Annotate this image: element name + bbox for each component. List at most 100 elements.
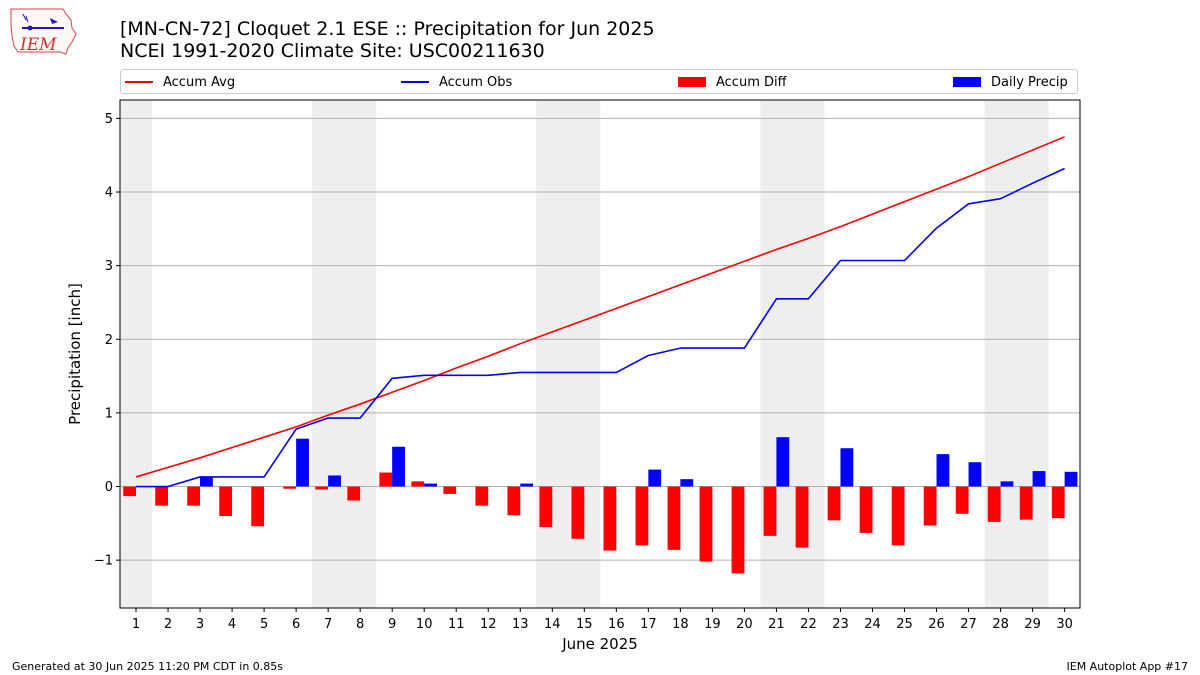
accum-diff-bar	[347, 486, 361, 501]
accum-diff-bar	[1019, 486, 1033, 520]
x-tick-label: 9	[388, 617, 396, 632]
chart-title: [MN-CN-72] Cloquet 2.1 ESE :: Precipitat…	[120, 18, 655, 40]
daily-precip-bar	[840, 448, 854, 487]
weekend-band-3	[536, 100, 601, 608]
logo-text: IEM	[19, 35, 57, 55]
daily-precip-bar	[200, 476, 213, 487]
accum-diff-bar	[123, 486, 137, 497]
y-tick-label: 0	[105, 480, 113, 495]
y-tick-label: 5	[105, 112, 113, 127]
y-tick-label: −1	[94, 554, 113, 569]
x-tick-label: 30	[1056, 617, 1073, 632]
x-tick-label: 1	[132, 617, 140, 632]
legend: Accum Avg Accum Obs Accum Diff Daily Pre…	[120, 69, 1078, 94]
x-tick-label: 12	[480, 617, 497, 632]
accum-diff-bar	[155, 486, 169, 506]
x-tick-label: 27	[960, 617, 977, 632]
accum-diff-bar	[283, 486, 297, 489]
x-tick-label: 4	[228, 617, 236, 632]
daily-precip-bar	[328, 475, 341, 487]
accum-diff-bar	[571, 486, 585, 539]
accum-diff-bar	[539, 486, 553, 528]
bars	[123, 437, 1078, 574]
daily-precip-bar	[776, 437, 790, 487]
x-tick-label: 26	[928, 617, 945, 632]
daily-precip-bar	[1032, 471, 1046, 487]
accum-diff-bar	[923, 486, 937, 526]
x-tick-label: 3	[196, 617, 204, 632]
weekend-band-1	[120, 100, 153, 608]
gridlines	[120, 117, 1080, 561]
legend-swatch-accum-diff	[678, 77, 706, 87]
daily-precip-bar	[680, 479, 694, 487]
x-tick-label: 5	[260, 617, 268, 632]
x-tick-label: 29	[1024, 617, 1041, 632]
x-tick-label: 15	[576, 617, 593, 632]
legend-item-accum-obs: Accum Obs	[401, 73, 512, 91]
weekend-shading	[120, 100, 1049, 608]
accum-diff-bar	[955, 486, 969, 514]
legend-item-accum-avg: Accum Avg	[125, 73, 235, 91]
x-tick-label: 17	[640, 617, 657, 632]
weekend-band-2	[312, 100, 377, 608]
accum-diff-bar	[443, 486, 457, 494]
daily-precip-bar	[424, 483, 438, 487]
daily-precip-bar	[648, 469, 662, 487]
legend-swatch-accum-obs	[401, 81, 429, 83]
daily-precip-bar	[1000, 481, 1014, 487]
x-tick-label: 13	[512, 617, 529, 632]
x-tick-label: 24	[864, 617, 881, 632]
daily-precip-bar	[392, 446, 405, 487]
x-tick-label: 6	[292, 617, 300, 632]
x-tick-label: 19	[704, 617, 721, 632]
daily-precip-bar	[968, 462, 982, 487]
x-tick-label: 7	[324, 617, 332, 632]
y-tick-label: 4	[105, 186, 113, 201]
legend-item-daily-precip: Daily Precip	[953, 73, 1068, 91]
x-tick-label: 25	[896, 617, 913, 632]
footer-app: IEM Autoplot App #17	[1066, 660, 1189, 673]
legend-label-accum-diff: Accum Diff	[716, 74, 787, 90]
accum-diff-bar	[699, 486, 713, 562]
weekend-band-4	[760, 100, 825, 608]
x-tick-label: 18	[672, 617, 689, 632]
daily-precip-bar	[520, 483, 534, 487]
y-tick-label: 3	[105, 259, 113, 274]
x-tick-label: 11	[448, 617, 465, 632]
y-axis-label: Precipitation [inch]	[66, 283, 84, 425]
iem-logo: IEM	[10, 8, 77, 55]
x-tick-label: 14	[544, 617, 561, 632]
legend-swatch-accum-avg	[125, 81, 153, 83]
accum-diff-bar	[603, 486, 617, 551]
x-tick-label: 21	[768, 617, 785, 632]
daily-precip-bar	[1064, 471, 1078, 487]
legend-swatch-daily-precip	[953, 77, 981, 87]
y-tick-label: 1	[105, 406, 113, 421]
x-tick-label: 8	[356, 617, 364, 632]
accum-diff-bar	[1051, 486, 1065, 519]
accum-avg-line	[135, 136, 1065, 478]
accum-diff-bar	[763, 486, 777, 536]
x-tick-label: 16	[608, 617, 625, 632]
weekend-band-5	[984, 100, 1049, 608]
accum-diff-bar	[635, 486, 649, 546]
x-tick-label: 2	[164, 617, 172, 632]
daily-precip-bar	[936, 454, 950, 487]
accum-diff-bar	[219, 486, 233, 516]
x-tick-label: 20	[736, 617, 753, 632]
accum-diff-bar	[315, 486, 329, 490]
accum-diff-bar	[411, 481, 425, 487]
accum-diff-bar	[891, 486, 905, 546]
plot-frame	[119, 99, 1081, 609]
legend-item-accum-diff: Accum Diff	[678, 73, 787, 91]
legend-label-daily-precip: Daily Precip	[991, 74, 1068, 90]
accum-diff-bar	[251, 486, 265, 527]
legend-label-accum-obs: Accum Obs	[439, 74, 513, 90]
accum-diff-bar	[507, 486, 521, 516]
accum-diff-bar	[475, 486, 489, 506]
legend-label-accum-avg: Accum Avg	[163, 74, 236, 90]
accum-diff-bar	[827, 486, 841, 521]
accum-diff-bar	[795, 486, 809, 548]
